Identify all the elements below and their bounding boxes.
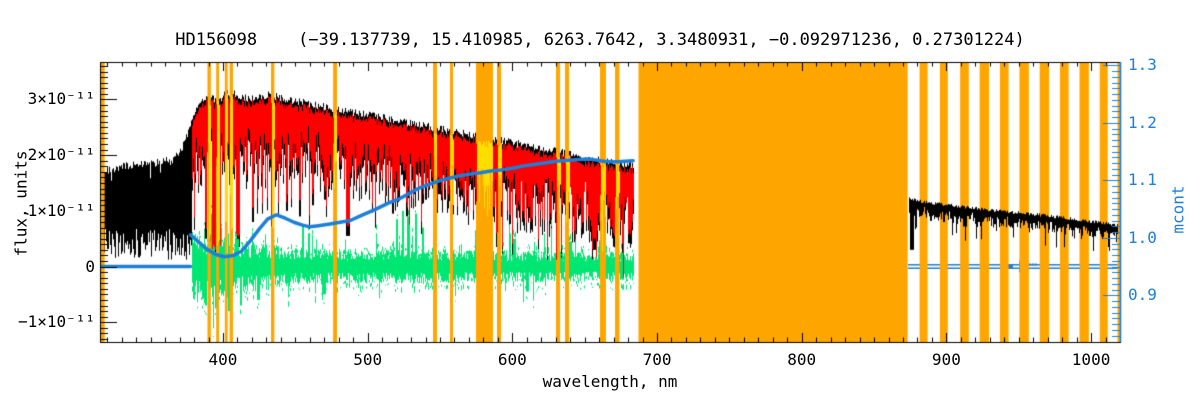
x-tick-label: 400	[208, 350, 238, 369]
y-right-tick-label: 0.9	[1128, 285, 1157, 305]
x-tick-label: 600	[497, 350, 527, 369]
y-right-tick-label: 1.0	[1128, 227, 1157, 247]
y-left-tick-label: 3×10⁻¹¹	[27, 89, 95, 109]
y-right-axis-title: mcont	[1168, 185, 1188, 234]
y-right-tick-label: 1.2	[1128, 112, 1157, 132]
x-tick-label: 800	[787, 350, 817, 369]
y-right-tick-label: 1.3	[1128, 55, 1157, 75]
y-right-tick-label: 1.1	[1128, 170, 1157, 190]
x-tick-label: 1000	[1071, 350, 1111, 369]
x-tick-label: 900	[931, 350, 961, 369]
y-left-tick-label: 2×10⁻¹¹	[27, 145, 95, 165]
x-axis-title: wavelength, nm	[542, 372, 678, 391]
x-tick-label: 700	[642, 350, 672, 369]
y-left-tick-label: 0	[85, 256, 95, 276]
x-tick-label: 500	[353, 350, 383, 369]
y-left-tick-label: −1×10⁻¹¹	[17, 312, 95, 332]
chart-title: HD156098 (−39.137739, 15.410985, 6263.76…	[175, 30, 1025, 50]
y-left-tick-label: 1×10⁻¹¹	[27, 200, 95, 220]
